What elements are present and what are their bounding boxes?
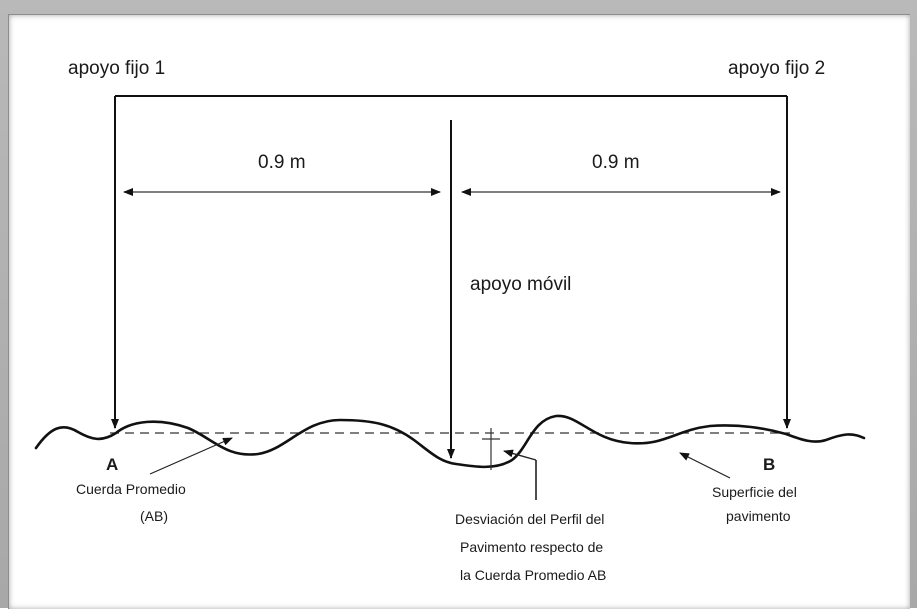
surface-leader [679,452,731,479]
chord-leader [149,437,233,475]
point-a-label: A [106,455,118,474]
surface-label-line2: pavimento [726,508,791,524]
fixed-support-1-label: apoyo fijo 1 [68,58,165,79]
deviation-label-line2: Pavimento respecto de [460,539,603,555]
point-b-label: B [763,455,775,474]
fixed-support-2-label: apoyo fijo 2 [728,58,825,79]
span-left-label: 0.9 m [258,152,306,173]
chord-label-line2: (AB) [140,508,168,524]
surface-label-line1: Superficie del [712,484,797,500]
diagram-paper [8,14,910,609]
chord-label-line1: Cuerda Promedio [76,481,186,497]
deviation-label-line1: Desviación del Perfil del [455,511,604,527]
deviation-label-line3: la Cuerda Promedio AB [460,567,606,583]
span-right-label: 0.9 m [592,152,640,173]
mobile-support-label: apoyo móvil [470,274,571,295]
pavement-surface-profile [34,414,866,469]
deviation-leader [503,449,537,461]
